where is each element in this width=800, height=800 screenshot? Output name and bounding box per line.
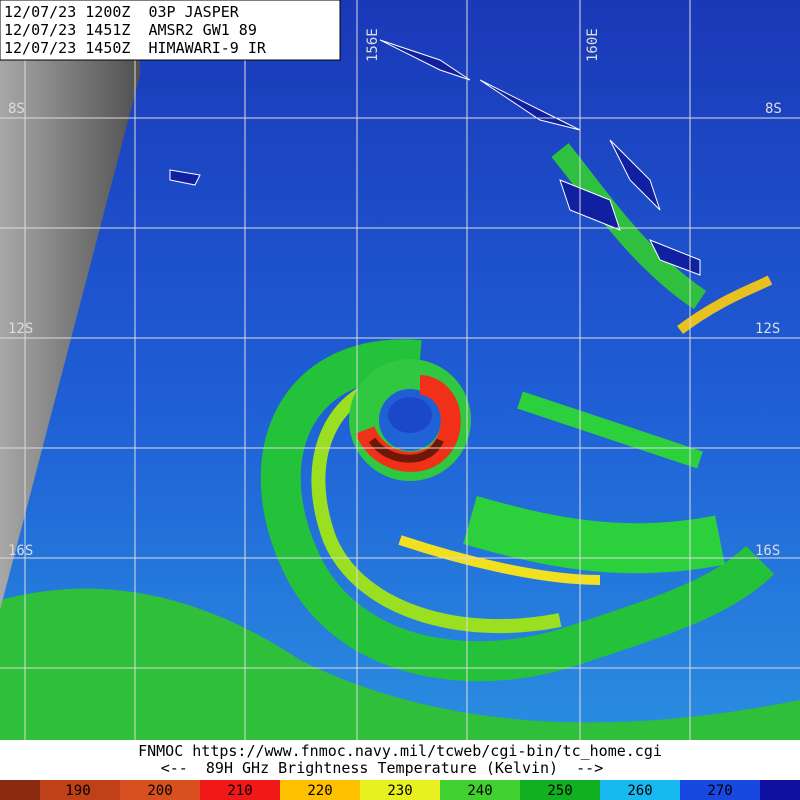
footer-background [0, 740, 800, 780]
latitude-label: 8S [8, 101, 25, 117]
footer: FNMOC https://www.fnmoc.navy.mil/tcweb/c… [0, 740, 800, 780]
colorbar-label: 210 [227, 783, 252, 799]
grid-labels: 8S 8S 12S 12S 16S 16S 156E 160E [8, 28, 782, 559]
longitude-label: 156E [365, 28, 381, 62]
latitude-label: 8S [765, 101, 782, 117]
imagery [0, 0, 800, 740]
header-background [0, 0, 341, 61]
ir-strip [0, 60, 140, 610]
color-swatch [360, 780, 440, 800]
header-line: 12/07/23 1200Z 03P JASPER [4, 3, 240, 21]
color-swatch [520, 780, 600, 800]
color-swatch [440, 780, 520, 800]
color-swatch [600, 780, 680, 800]
color-swatch [280, 780, 360, 800]
latitude-label: 16S [8, 543, 33, 559]
color-swatch [760, 780, 800, 800]
color-swatch [200, 780, 280, 800]
credit: FNMOC https://www.fnmoc.navy.mil/tcweb/c… [138, 742, 662, 760]
latitude-label: 16S [755, 543, 780, 559]
storm-eye [388, 397, 432, 433]
colorbar-label: 200 [147, 783, 172, 799]
color-swatch [680, 780, 760, 800]
latitude-label: 12S [755, 321, 780, 337]
colorbar-label: 250 [547, 783, 572, 799]
graticule [0, 0, 800, 740]
colorbar-label: 220 [307, 783, 332, 799]
caption: <-- 89H GHz Brightness Temperature (Kelv… [161, 759, 604, 777]
color-swatch [120, 780, 200, 800]
header-line: 12/07/23 1451Z AMSR2 GW1 89 [4, 21, 257, 39]
colorbar-label: 230 [387, 783, 412, 799]
storm-bands [260, 143, 775, 682]
colorbar-label: 240 [467, 783, 492, 799]
color-swatch [40, 780, 120, 800]
colorbar-label: 190 [65, 783, 90, 799]
colorbar: 190 200 210 220 230 240 250 260 270 [0, 780, 800, 800]
colorbar-label: 260 [627, 783, 652, 799]
bottom-band [0, 588, 800, 740]
colorbar-label: 270 [707, 783, 732, 799]
color-swatch [0, 780, 40, 800]
latitude-label: 12S [8, 321, 33, 337]
header-box: 12/07/23 1200Z 03P JASPER 12/07/23 1451Z… [0, 0, 341, 61]
header-line: 12/07/23 1450Z HIMAWARI-9 IR [4, 39, 267, 57]
longitude-label: 160E [585, 28, 601, 62]
